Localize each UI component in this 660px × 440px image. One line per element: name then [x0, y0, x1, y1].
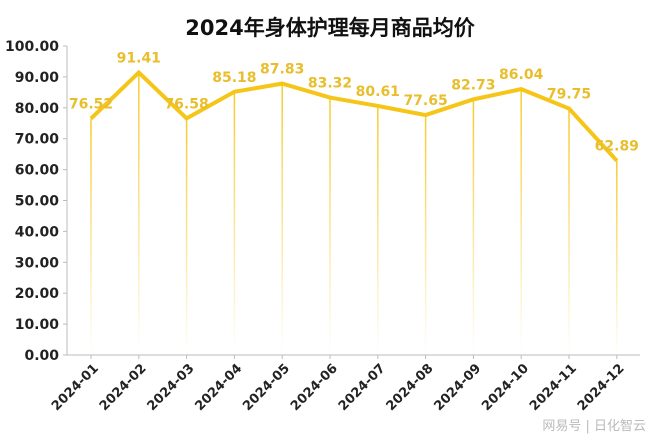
drop-line: [329, 97, 331, 355]
drop-line: [377, 105, 379, 355]
y-tick-label: 40.00: [15, 224, 60, 240]
x-tick-label: 2024-12: [575, 361, 628, 414]
data-label: 62.89: [595, 139, 639, 155]
x-tick-label: 2024-03: [145, 361, 198, 414]
watermark: 网易号 | 日化智云: [542, 419, 646, 434]
x-tick-label: 2024-01: [49, 361, 102, 414]
drop-line: [185, 118, 188, 355]
y-tick-label: 30.00: [15, 255, 60, 271]
series-line: [89, 69, 619, 163]
x-tick-label: 2024-04: [192, 361, 245, 414]
y-tick-label: 0.00: [24, 348, 59, 364]
drop-line: [424, 115, 427, 356]
data-label: 87.83: [260, 62, 304, 78]
drop-line: [472, 99, 475, 355]
y-tick-label: 60.00: [15, 163, 60, 179]
drop-line: [281, 83, 283, 356]
data-label: 77.65: [403, 93, 447, 109]
drop-line: [520, 89, 522, 355]
x-tick-label: 2024-10: [479, 361, 532, 414]
drop-line: [616, 160, 618, 355]
x-tick-label: 2024-09: [431, 361, 484, 414]
x-tick-label: 2024-07: [336, 361, 389, 414]
x-tick-label: 2024-11: [527, 361, 580, 414]
drop-line: [233, 91, 236, 356]
data-label: 91.41: [117, 51, 161, 67]
x-tick-label: 2024-05: [240, 361, 293, 414]
chart-title: 2024年身体护理每月商品均价: [185, 16, 475, 40]
data-label: 76.52: [69, 97, 113, 113]
x-tick-label: 2024-02: [97, 361, 150, 414]
y-tick-label: 100.00: [5, 39, 59, 55]
data-label: 80.61: [356, 84, 400, 100]
y-tick-label: 10.00: [15, 317, 60, 333]
drop-line: [90, 118, 92, 356]
data-label: 79.75: [547, 87, 591, 103]
y-tick-label: 90.00: [15, 70, 60, 86]
x-tick-label: 2024-08: [384, 361, 437, 414]
drop-line: [138, 72, 140, 356]
y-tick-label: 70.00: [15, 132, 60, 148]
data-label: 76.58: [164, 96, 208, 112]
data-label: 83.32: [308, 76, 352, 92]
y-tick-label: 80.00: [15, 101, 60, 117]
data-label: 82.73: [451, 77, 495, 93]
x-tick-label: 2024-06: [288, 361, 341, 414]
y-tick-label: 20.00: [15, 286, 60, 302]
y-tick-label: 50.00: [15, 194, 60, 210]
data-label: 85.18: [212, 70, 256, 86]
data-label: 86.04: [499, 67, 544, 83]
drop-line: [568, 108, 570, 355]
